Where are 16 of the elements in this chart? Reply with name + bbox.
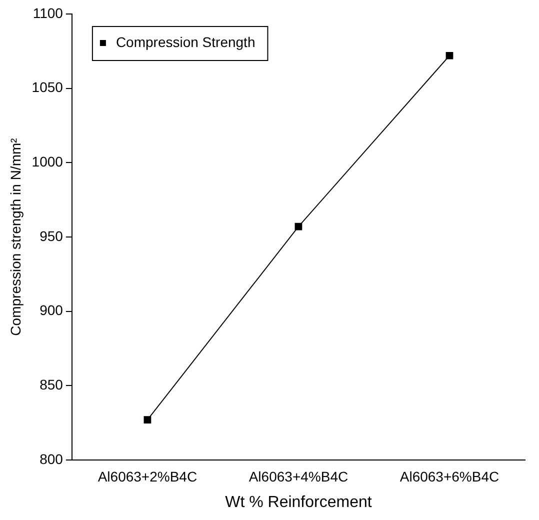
x-tick-label: Al6063+4%B4C bbox=[248, 468, 348, 484]
y-tick-label: 1000 bbox=[32, 154, 64, 170]
y-tick-label: 950 bbox=[40, 228, 64, 244]
y-tick-label: 900 bbox=[40, 302, 64, 318]
point bbox=[294, 222, 302, 230]
y-axis-title: Compression strength in N/mm² bbox=[7, 138, 24, 336]
x-tick-label: Al6063+6%B4C bbox=[400, 468, 500, 484]
point bbox=[144, 416, 152, 424]
x-tick-label: Al6063+2%B4C bbox=[98, 468, 198, 484]
point bbox=[446, 52, 454, 60]
legend-label: Compression Strength bbox=[116, 34, 256, 50]
y-tick-label: 850 bbox=[40, 376, 64, 393]
y-tick-label: 1100 bbox=[32, 4, 64, 21]
y-tick-label: 1050 bbox=[32, 79, 64, 96]
x-axis-title: Wt % Reinforcement bbox=[225, 494, 372, 511]
y-tick-label: 800 bbox=[40, 450, 64, 467]
